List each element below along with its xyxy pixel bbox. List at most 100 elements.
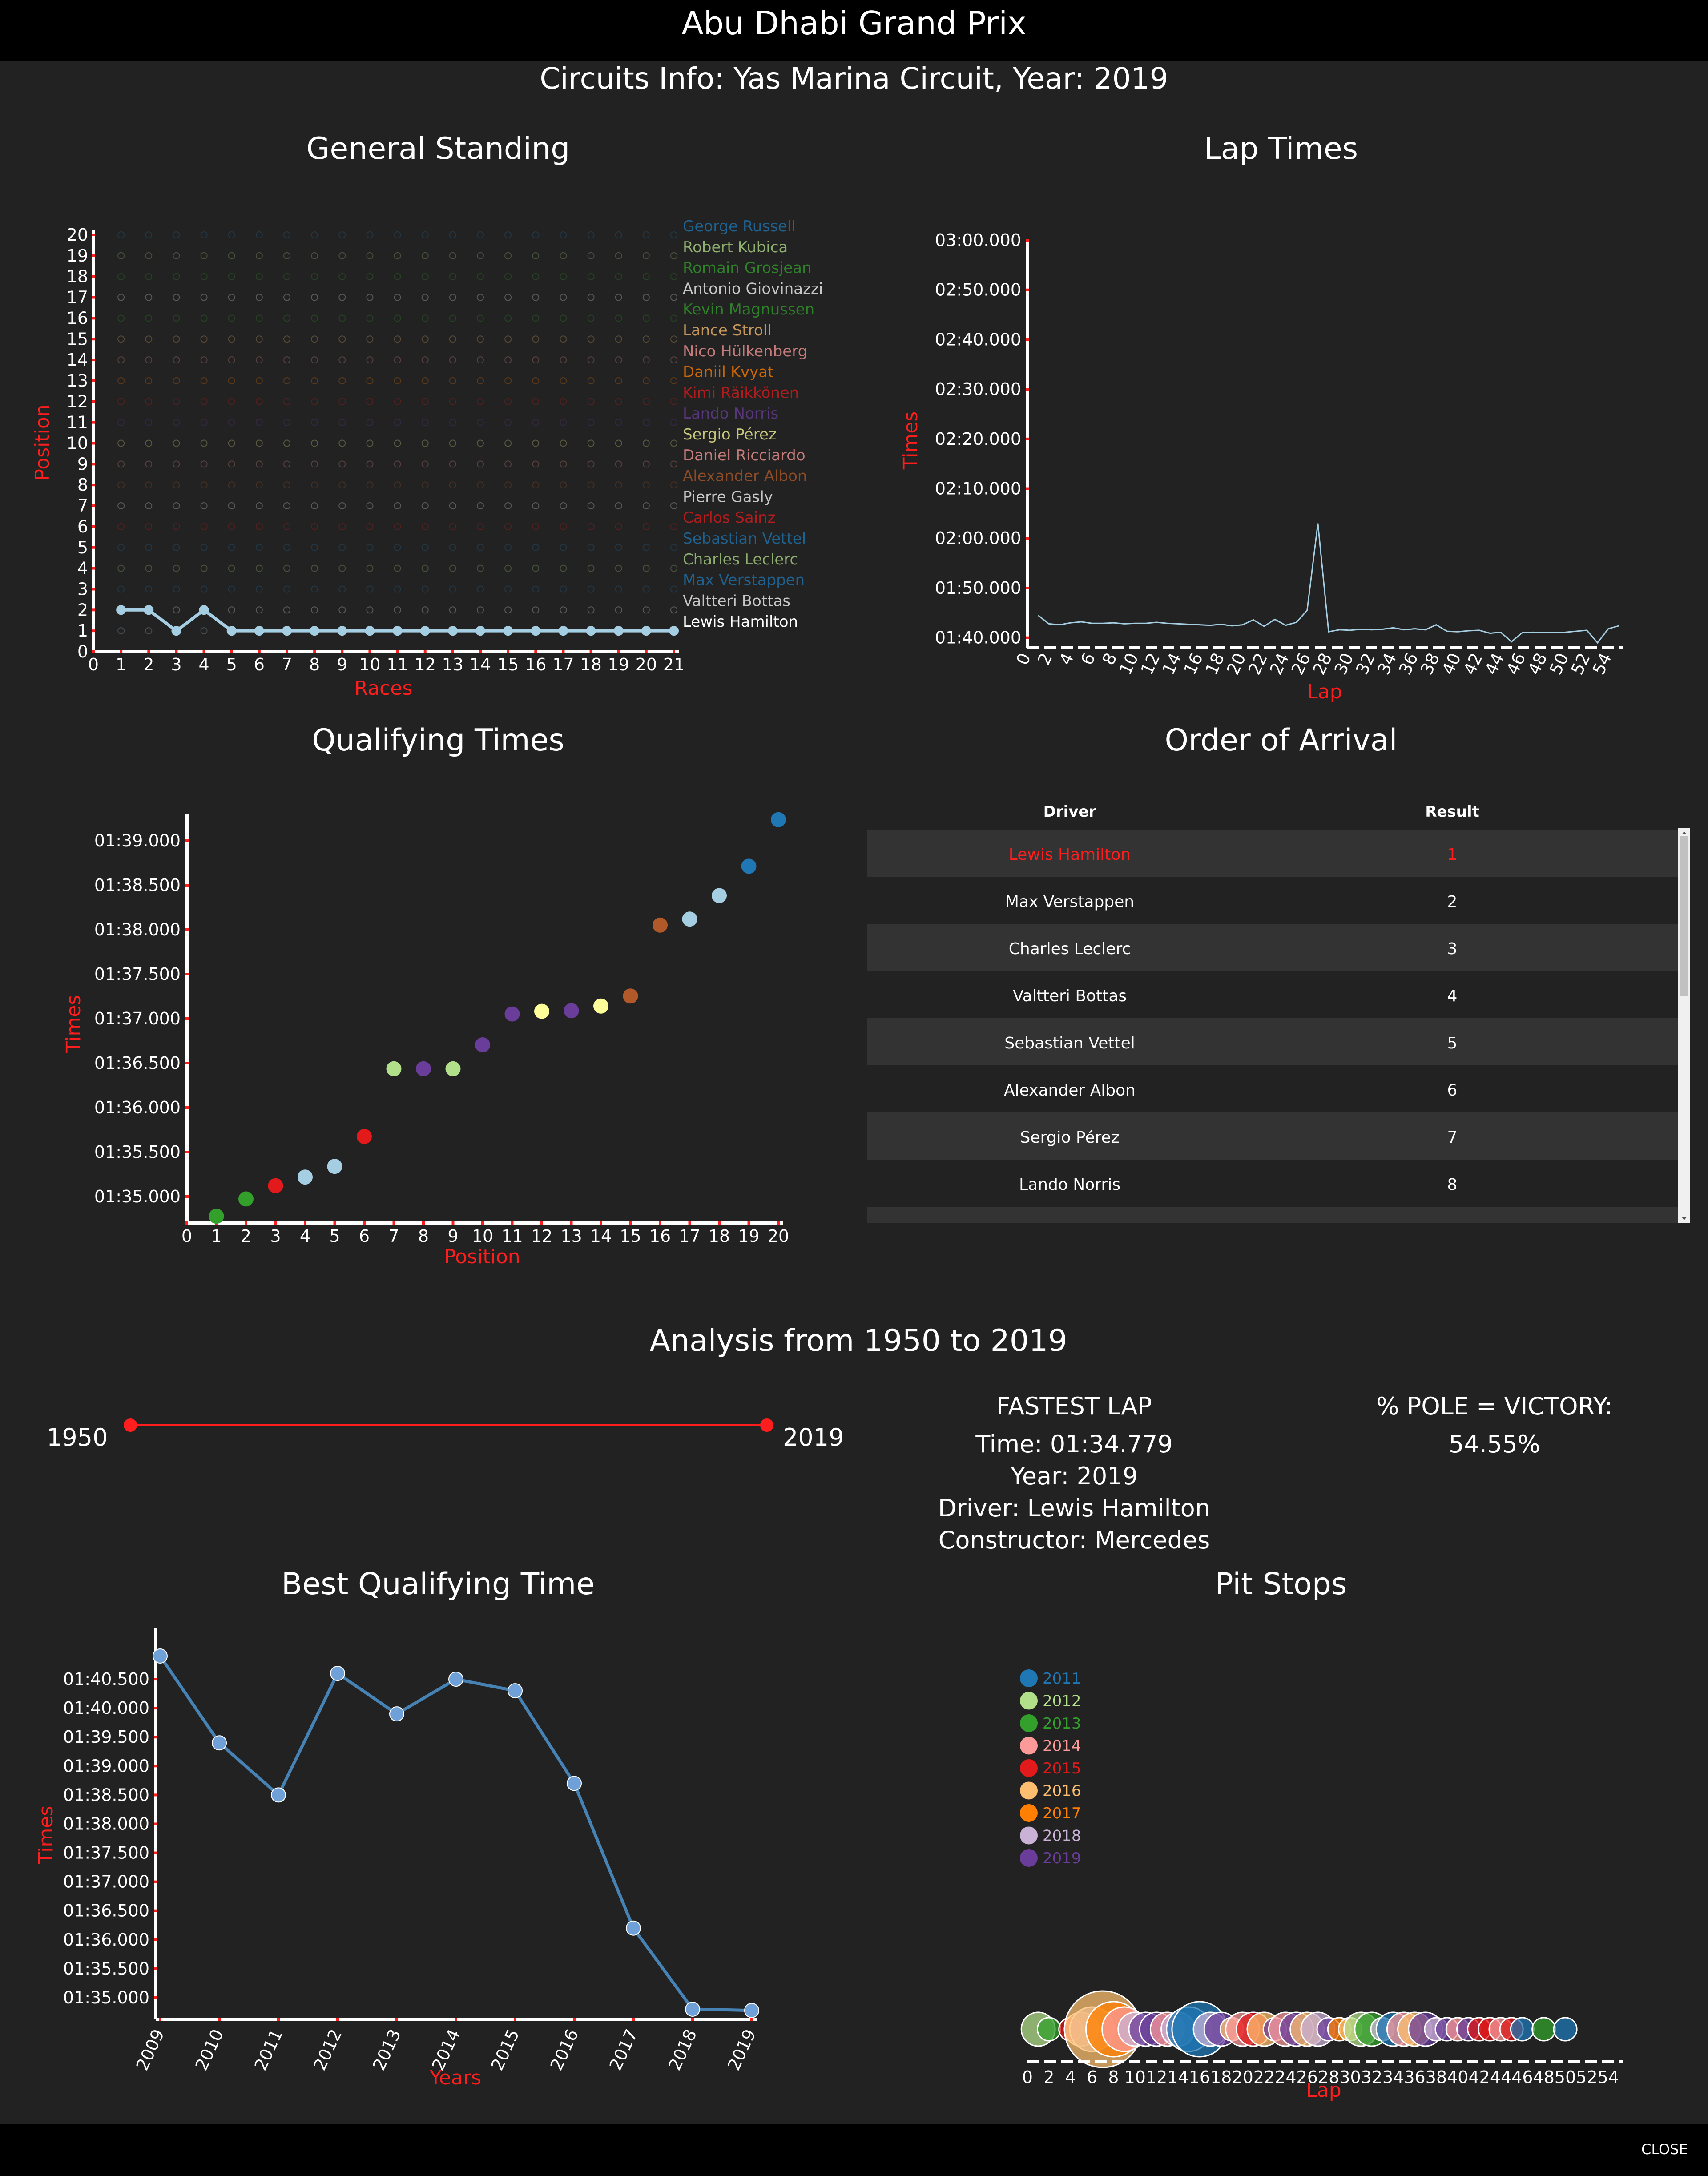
- arrival-table-row[interactable]: Charles Leclerc 3: [867, 924, 1690, 971]
- lt-x-tick-label: 32: [1352, 650, 1379, 677]
- standing-legend-driver: Nico Hülkenberg: [683, 343, 807, 360]
- standing-faded-marker: [173, 273, 180, 280]
- standing-faded-marker: [642, 544, 650, 551]
- standing-faded-marker: [421, 564, 429, 572]
- qt-x-tick-label: 19: [738, 1226, 759, 1246]
- pit-legend-swatch: [1020, 1826, 1038, 1845]
- arrival-table-row[interactable]: Lando Norris 8: [867, 1160, 1690, 1207]
- qualifying-point: [268, 1178, 283, 1193]
- qt-x-tick-label: 17: [679, 1226, 700, 1246]
- arrival-result-cell: 8: [1447, 1176, 1458, 1194]
- close-button[interactable]: CLOSE: [1641, 2141, 1688, 2158]
- standing-faded-marker: [504, 606, 512, 614]
- bq-y-tick-label: 01:38.500: [63, 1785, 149, 1805]
- arrival-table-row[interactable]: Lewis Hamilton 1: [867, 830, 1690, 877]
- standing-faded-marker: [173, 398, 180, 405]
- standing-faded-marker: [200, 356, 208, 364]
- standing-faded-marker: [532, 231, 540, 238]
- pit-legend-year: 2015: [1043, 1760, 1081, 1777]
- arrival-col-result[interactable]: Result: [1425, 803, 1479, 821]
- standing-faded-marker: [449, 377, 456, 384]
- arrival-table-row[interactable]: Max Verstappen 2: [867, 877, 1690, 924]
- standing-faded-marker: [670, 523, 677, 530]
- standing-faded-marker: [338, 335, 346, 343]
- standing-legend-driver: Daniil Kvyat: [683, 363, 773, 381]
- standing-faded-marker: [421, 585, 429, 593]
- bq-y-tick-label: 01:39.000: [63, 1756, 149, 1776]
- standing-faded-marker: [642, 252, 650, 259]
- standing-legend-driver: Valtteri Bottas: [683, 592, 790, 610]
- gs-x-tick-label: 9: [337, 655, 347, 674]
- standing-faded-marker: [394, 335, 401, 343]
- best-qualifying-point: [448, 1672, 463, 1687]
- standing-faded-marker: [642, 460, 650, 468]
- standing-faded-marker: [173, 585, 180, 593]
- arrival-table-row[interactable]: Sebastian Vettel 5: [867, 1018, 1690, 1065]
- arrival-col-driver[interactable]: Driver: [1043, 803, 1096, 821]
- standing-faded-marker: [532, 481, 540, 489]
- standing-faded-marker: [311, 564, 318, 572]
- standing-faded-marker: [394, 460, 401, 468]
- standing-faded-marker: [173, 481, 180, 489]
- standing-faded-marker: [228, 502, 235, 510]
- gs-x-tick-label: 11: [387, 655, 408, 674]
- standing-faded-marker: [366, 544, 374, 551]
- standing-faded-marker: [642, 294, 650, 301]
- standing-faded-marker: [311, 356, 318, 364]
- gs-y-tick-label: 15: [67, 329, 88, 349]
- standing-faded-marker: [421, 606, 429, 614]
- standing-faded-marker: [394, 585, 401, 593]
- standing-faded-marker: [338, 252, 346, 259]
- lap-times-title: Lap Times: [1204, 131, 1358, 166]
- hamilton-standing-point: [144, 605, 154, 615]
- arrival-scrollbar-thumb[interactable]: [1680, 836, 1688, 996]
- standing-faded-marker: [117, 419, 125, 426]
- qt-x-tick-label: 11: [501, 1226, 523, 1246]
- qualifying-point: [771, 812, 786, 827]
- standing-legend-driver: Charles Leclerc: [683, 551, 798, 568]
- standing-faded-marker: [173, 606, 180, 614]
- standing-faded-marker: [449, 356, 456, 364]
- qt-y-tick-label: 01:37.000: [94, 1009, 181, 1028]
- arrival-table-row[interactable]: Alexander Albon 6: [867, 1065, 1690, 1112]
- slider-handle-start[interactable]: [124, 1418, 137, 1432]
- standing-faded-marker: [394, 252, 401, 259]
- qualifying-point: [386, 1061, 402, 1076]
- lt-x-tick-label: 28: [1309, 650, 1336, 677]
- lt-y-tick-label: 02:40.000: [935, 330, 1021, 349]
- hamilton-standing-point: [171, 626, 181, 636]
- scroll-down-icon[interactable]: [1682, 1217, 1687, 1220]
- standing-faded-marker: [366, 585, 374, 593]
- standing-faded-marker: [670, 439, 677, 447]
- standing-faded-marker: [200, 460, 208, 468]
- standing-faded-marker: [145, 481, 153, 489]
- standing-faded-marker: [560, 252, 567, 259]
- standing-faded-marker: [255, 502, 263, 510]
- scroll-up-icon[interactable]: [1682, 831, 1687, 834]
- standing-faded-marker: [642, 523, 650, 530]
- standing-faded-marker: [338, 356, 346, 364]
- arrival-table-row[interactable]: Sergio Pérez 7: [867, 1112, 1690, 1160]
- bq-y-tick-label: 01:39.500: [63, 1727, 149, 1747]
- gs-x-tick-label: 2: [143, 655, 154, 674]
- standing-faded-marker: [117, 231, 125, 238]
- qualifying-point: [682, 911, 697, 927]
- standing-faded-marker: [145, 564, 153, 572]
- lt-y-tick-label: 02:30.000: [935, 379, 1021, 399]
- lt-x-tick-label: 24: [1266, 650, 1293, 677]
- qualifying-point: [475, 1037, 490, 1052]
- standing-faded-marker: [338, 460, 346, 468]
- qt-x-tick-label: 14: [590, 1226, 612, 1246]
- standing-faded-marker: [200, 544, 208, 551]
- ps-x-tick-label: 30: [1339, 2067, 1361, 2087]
- arrival-result-cell: 1: [1447, 846, 1458, 864]
- standing-faded-marker: [587, 398, 595, 405]
- qt-x-tick-label: 3: [270, 1226, 281, 1246]
- arrival-table-row[interactable]: Valtteri Bottas 4: [867, 971, 1690, 1018]
- standing-faded-marker: [228, 606, 235, 614]
- lt-x-tick-label: 20: [1223, 650, 1249, 677]
- year-range-slider[interactable]: [116, 1414, 774, 1441]
- ps-x-tick-label: 44: [1490, 2067, 1511, 2087]
- slider-handle-end[interactable]: [760, 1418, 773, 1432]
